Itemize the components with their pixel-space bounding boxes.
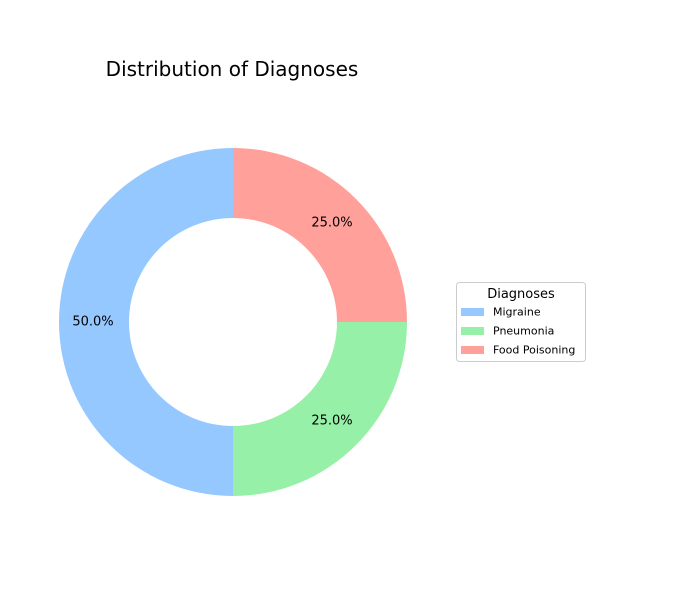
legend-label-pneumonia: Pneumonia <box>493 325 554 338</box>
percent-label-pneumonia: 25.0% <box>311 413 352 428</box>
legend-label-food-poisoning: Food Poisoning <box>493 344 575 357</box>
slice-food-poisoning <box>233 148 407 322</box>
legend-swatch-migraine <box>461 308 484 316</box>
legend: Diagnoses Migraine Pneumonia Food Poisonin… <box>456 282 586 362</box>
legend-title: Diagnoses <box>487 287 555 302</box>
legend-entries: Migraine Pneumonia Food Poisoning <box>461 306 575 357</box>
legend-swatch-pneumonia <box>461 327 484 335</box>
percent-labels: 50.0% 25.0% 25.0% <box>72 216 352 429</box>
chart-title: Distribution of Diagnoses <box>106 57 359 81</box>
slice-pneumonia <box>233 322 407 496</box>
donut-slices <box>59 148 407 496</box>
legend-swatch-food-poisoning <box>461 346 484 354</box>
legend-label-migraine: Migraine <box>493 306 541 319</box>
percent-label-food-poisoning: 25.0% <box>311 216 352 231</box>
percent-label-migraine: 50.0% <box>72 315 113 330</box>
legend-frame <box>456 282 586 362</box>
slice-migraine <box>59 148 233 496</box>
